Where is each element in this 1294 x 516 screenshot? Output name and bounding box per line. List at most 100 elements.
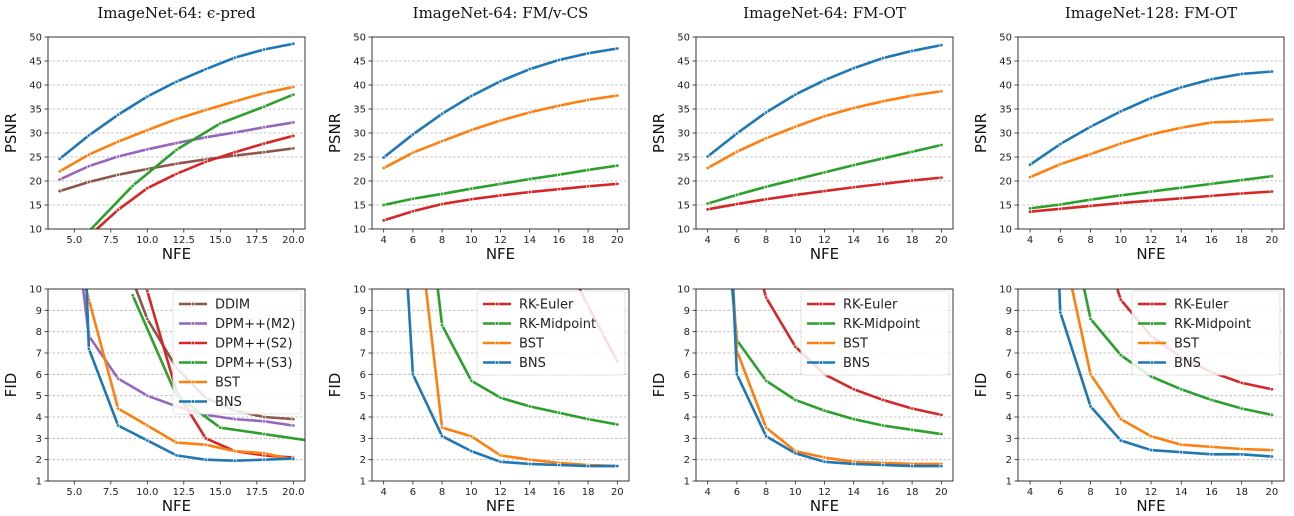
legend-item-dpm-s2: DPM++(S2) <box>179 337 293 352</box>
data-point <box>731 275 734 278</box>
y-tick-label: 1 <box>36 477 42 488</box>
data-point <box>556 410 561 415</box>
chart-panel-3: 10 15 20 25 30 35 40 45 50 4 6 8 10 12 14 16 18 20 NFE PSNR… <box>650 4 954 263</box>
data-point <box>203 436 208 441</box>
data-point <box>469 449 474 454</box>
data-point <box>556 462 561 467</box>
x-tick-label: 10 <box>465 235 478 246</box>
data-point <box>615 181 620 186</box>
y-tick-label: 45 <box>677 57 690 68</box>
x-tick-label: 12 <box>494 235 507 246</box>
data-point <box>232 417 237 422</box>
data-point <box>764 295 769 300</box>
x-tick-label: 20 <box>1266 235 1279 246</box>
data-point <box>764 378 769 383</box>
data-point <box>1028 175 1033 180</box>
x-tick-label: 4 <box>704 487 710 498</box>
data-point <box>1149 448 1154 453</box>
data-point <box>1088 372 1093 377</box>
y-axis-label: FID <box>2 373 20 398</box>
data-point <box>130 293 135 298</box>
data-point <box>203 457 208 462</box>
data-point <box>1269 412 1274 417</box>
x-tick-label: 16 <box>877 235 890 246</box>
data-point <box>145 147 150 152</box>
data-point <box>440 323 445 328</box>
data-point <box>145 289 150 294</box>
data-point <box>527 404 532 409</box>
data-point <box>218 425 223 430</box>
data-point <box>764 434 769 439</box>
legend-item-bst: BST <box>179 376 240 391</box>
data-point <box>232 449 237 454</box>
data-point <box>822 459 827 464</box>
y-tick-label: 4 <box>1006 413 1012 424</box>
data-point <box>262 419 267 424</box>
x-tick-label: 10.0 <box>136 235 158 246</box>
data-point <box>440 434 445 439</box>
data-point <box>469 128 474 133</box>
legend-label: BST <box>1174 337 1199 352</box>
data-point <box>116 423 121 428</box>
data-point <box>822 170 827 175</box>
series-ddim <box>57 146 296 194</box>
data-point <box>556 187 561 192</box>
data-point <box>57 156 62 161</box>
series-rk-midpoint <box>1028 174 1274 211</box>
data-point <box>423 275 426 278</box>
data-point <box>381 218 386 223</box>
legend-label: DPM++(S2) <box>215 337 293 352</box>
x-tick-label: 14 <box>1175 487 1188 498</box>
legend: DDIM DPM++(M2) DPM++(S2) DPM++(S3) BST BNS <box>172 290 302 415</box>
data-point <box>232 150 237 155</box>
data-point <box>203 107 208 112</box>
legend-marker <box>1149 321 1155 326</box>
data-point <box>615 46 620 51</box>
data-point <box>910 48 915 53</box>
series-line-bns <box>382 47 619 159</box>
series-rk-euler <box>762 289 944 417</box>
y-tick-label: 6 <box>1006 370 1012 381</box>
data-point <box>1058 206 1063 211</box>
legend-marker <box>494 340 500 346</box>
data-point <box>84 270 87 273</box>
data-point <box>262 150 267 155</box>
data-point <box>572 275 575 278</box>
data-point <box>57 169 62 174</box>
data-point <box>306 439 309 442</box>
x-tick-label: 18 <box>906 487 919 498</box>
series-line-ddim <box>58 147 295 193</box>
data-point <box>57 189 62 194</box>
legend-label: RK-Euler <box>1174 298 1229 313</box>
x-tick-label: 5.0 <box>66 487 82 498</box>
data-point <box>939 175 944 180</box>
x-tick-label: 7.5 <box>103 487 119 498</box>
series-rk-euler <box>381 181 620 223</box>
legend-item-bns: BNS <box>483 356 546 371</box>
x-tick-label: 6 <box>1057 487 1063 498</box>
y-tick-label: 20 <box>29 177 42 188</box>
series-rk-midpoint <box>1082 289 1274 417</box>
data-point <box>793 192 798 197</box>
data-point <box>1209 397 1214 402</box>
legend-item-bst: BST <box>807 337 868 352</box>
x-tick-label: 6 <box>734 235 740 246</box>
legend-item-rk-midpoint: RK-Midpoint <box>483 317 596 332</box>
data-point <box>381 155 386 160</box>
data-point <box>435 275 438 278</box>
legend-label: BST <box>215 376 240 391</box>
x-axis-label: NFE <box>810 245 839 263</box>
data-point <box>498 118 503 123</box>
y-tick-label: 5 <box>360 391 366 402</box>
y-tick-label: 10 <box>29 285 42 296</box>
data-point <box>291 120 296 125</box>
y-tick-label: 4 <box>36 413 42 424</box>
data-point <box>1209 452 1214 457</box>
data-point <box>705 201 710 206</box>
data-point <box>174 147 179 152</box>
x-tick-label: 6 <box>734 487 740 498</box>
data-point <box>116 154 121 159</box>
data-point <box>527 461 532 466</box>
data-point <box>586 167 591 172</box>
